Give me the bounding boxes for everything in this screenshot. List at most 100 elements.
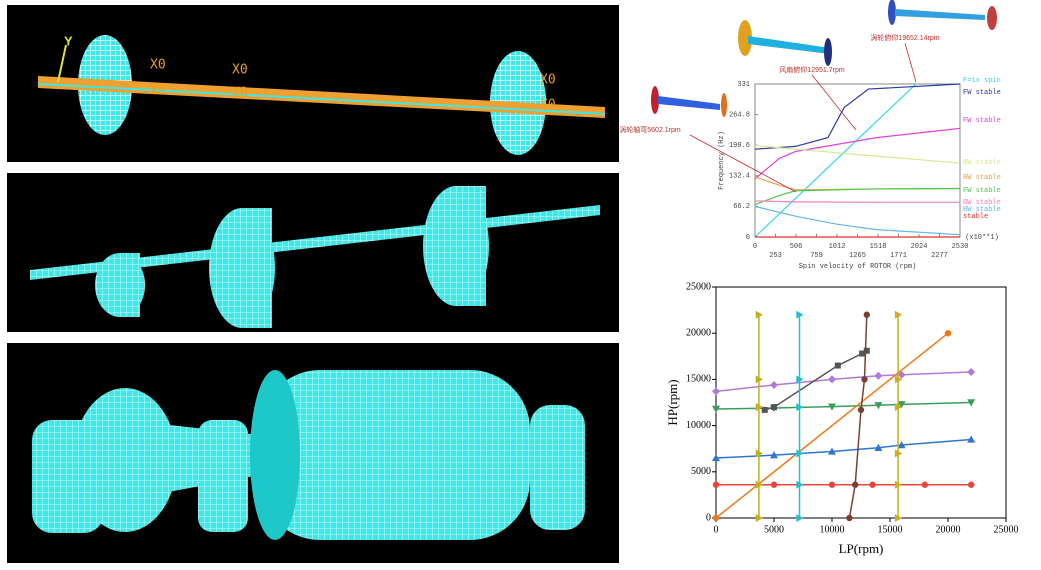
marker xyxy=(712,453,720,462)
marker xyxy=(897,370,906,379)
marker xyxy=(712,405,720,413)
marker xyxy=(828,447,836,455)
y-tick-label: 15000 xyxy=(686,374,711,385)
legend-entry: BW stable xyxy=(963,199,1001,207)
series-line xyxy=(754,205,961,236)
marker xyxy=(755,310,763,319)
marker xyxy=(755,375,763,384)
x-tick-label: 2024 xyxy=(911,243,928,251)
x-tick-label: 759 xyxy=(810,252,823,260)
series-line xyxy=(715,332,949,519)
marker xyxy=(755,449,763,458)
y-tick-label: 198.6 xyxy=(729,142,750,150)
legend-entry: BW stable xyxy=(963,174,1001,182)
x-axis-label: Spin velocity of ROTOR (rpm) xyxy=(799,263,917,271)
marker xyxy=(828,375,836,384)
series-line xyxy=(754,200,960,203)
marker xyxy=(894,514,903,522)
svg-text:X0: X0 xyxy=(232,86,248,101)
svg-text:X0: X0 xyxy=(150,83,166,98)
x-tick-label: 1518 xyxy=(870,243,887,251)
legend-entry: BW stable xyxy=(963,206,1001,214)
marker xyxy=(894,480,903,489)
fem-panel-3 xyxy=(7,343,619,563)
annotation: 涡轮俯仰19652.14rpm xyxy=(870,33,939,42)
x-tick-label: 2277 xyxy=(931,252,948,260)
marker xyxy=(755,480,763,489)
y-tick-label: 5000 xyxy=(691,466,711,477)
marker xyxy=(796,480,804,489)
marker xyxy=(894,375,903,384)
marker xyxy=(944,330,952,337)
x-multiplier: (x10**1) xyxy=(965,234,999,242)
fem-panel-1: X0 X0 X0 X0 X0 X0 Y xyxy=(7,5,619,162)
series-line xyxy=(715,371,972,393)
marker xyxy=(874,371,883,380)
marker xyxy=(770,451,778,459)
marker xyxy=(712,481,720,488)
axis-label: Y xyxy=(64,33,73,48)
marker xyxy=(761,406,768,413)
marker xyxy=(796,310,804,319)
marker xyxy=(967,399,976,407)
marker xyxy=(869,481,876,488)
marker xyxy=(828,403,836,411)
marker xyxy=(897,441,906,449)
marker xyxy=(755,403,763,412)
series-line xyxy=(754,83,917,238)
fem-panel-2 xyxy=(7,173,619,332)
series-line xyxy=(754,187,961,206)
annotation: 风扇俯仰12951.7rpm xyxy=(779,65,845,74)
x-tick-label: 253 xyxy=(769,252,782,260)
x-tick-label: 1771 xyxy=(890,252,907,260)
x-tick-label: 1265 xyxy=(849,252,866,260)
x-tick-label: 15000 xyxy=(878,524,903,535)
marker xyxy=(863,347,870,354)
marker xyxy=(771,404,777,411)
marker xyxy=(712,514,720,522)
y-tick-label: 0 xyxy=(706,512,711,523)
series-line xyxy=(764,350,868,411)
marker xyxy=(755,514,763,522)
x-axis-label: LP(rpm) xyxy=(839,541,884,556)
marker xyxy=(834,362,841,369)
svg-text:X0: X0 xyxy=(150,58,166,73)
y-tick-label: 0 xyxy=(746,234,750,242)
x-tick-label: 5000 xyxy=(764,524,784,535)
speed-chart: 0 5000 10000 15000 20000 25000 0 5000 10000 15000… xyxy=(665,281,1019,556)
marker xyxy=(859,350,866,357)
series-line xyxy=(754,144,961,164)
annotation-arrow xyxy=(904,42,917,83)
svg-text:X0: X0 xyxy=(232,63,248,78)
x-tick-label: 20000 xyxy=(936,524,961,535)
series-line xyxy=(754,83,961,150)
marker xyxy=(967,435,976,443)
marker xyxy=(796,449,804,458)
x-tick-label: 2530 xyxy=(952,243,969,251)
marker xyxy=(894,310,903,319)
series-line xyxy=(715,438,972,459)
annotation-arrow xyxy=(689,134,797,193)
series-line xyxy=(754,127,961,180)
y-tick-label: 10000 xyxy=(686,420,711,431)
marker xyxy=(897,401,906,409)
legend-entry: FW stable xyxy=(963,187,1001,195)
annotation: 涡轮轴弯5602.1rpm xyxy=(619,125,681,134)
x-tick-label: 0 xyxy=(714,524,719,535)
x-tick-label: 506 xyxy=(790,243,803,251)
marker xyxy=(796,403,804,412)
marker xyxy=(846,514,853,522)
x-tick-label: 1012 xyxy=(829,243,846,251)
marker xyxy=(894,403,903,412)
y-tick-label: 66.2 xyxy=(733,203,750,211)
marker xyxy=(712,387,720,396)
y-tick-label: 132.4 xyxy=(729,173,750,181)
marker xyxy=(874,402,883,410)
marker xyxy=(828,481,836,488)
x-tick-label: 0 xyxy=(753,243,757,251)
rotor-thumbnails xyxy=(651,0,997,117)
y-tick-label: 331 xyxy=(737,81,750,89)
marker xyxy=(796,514,804,522)
